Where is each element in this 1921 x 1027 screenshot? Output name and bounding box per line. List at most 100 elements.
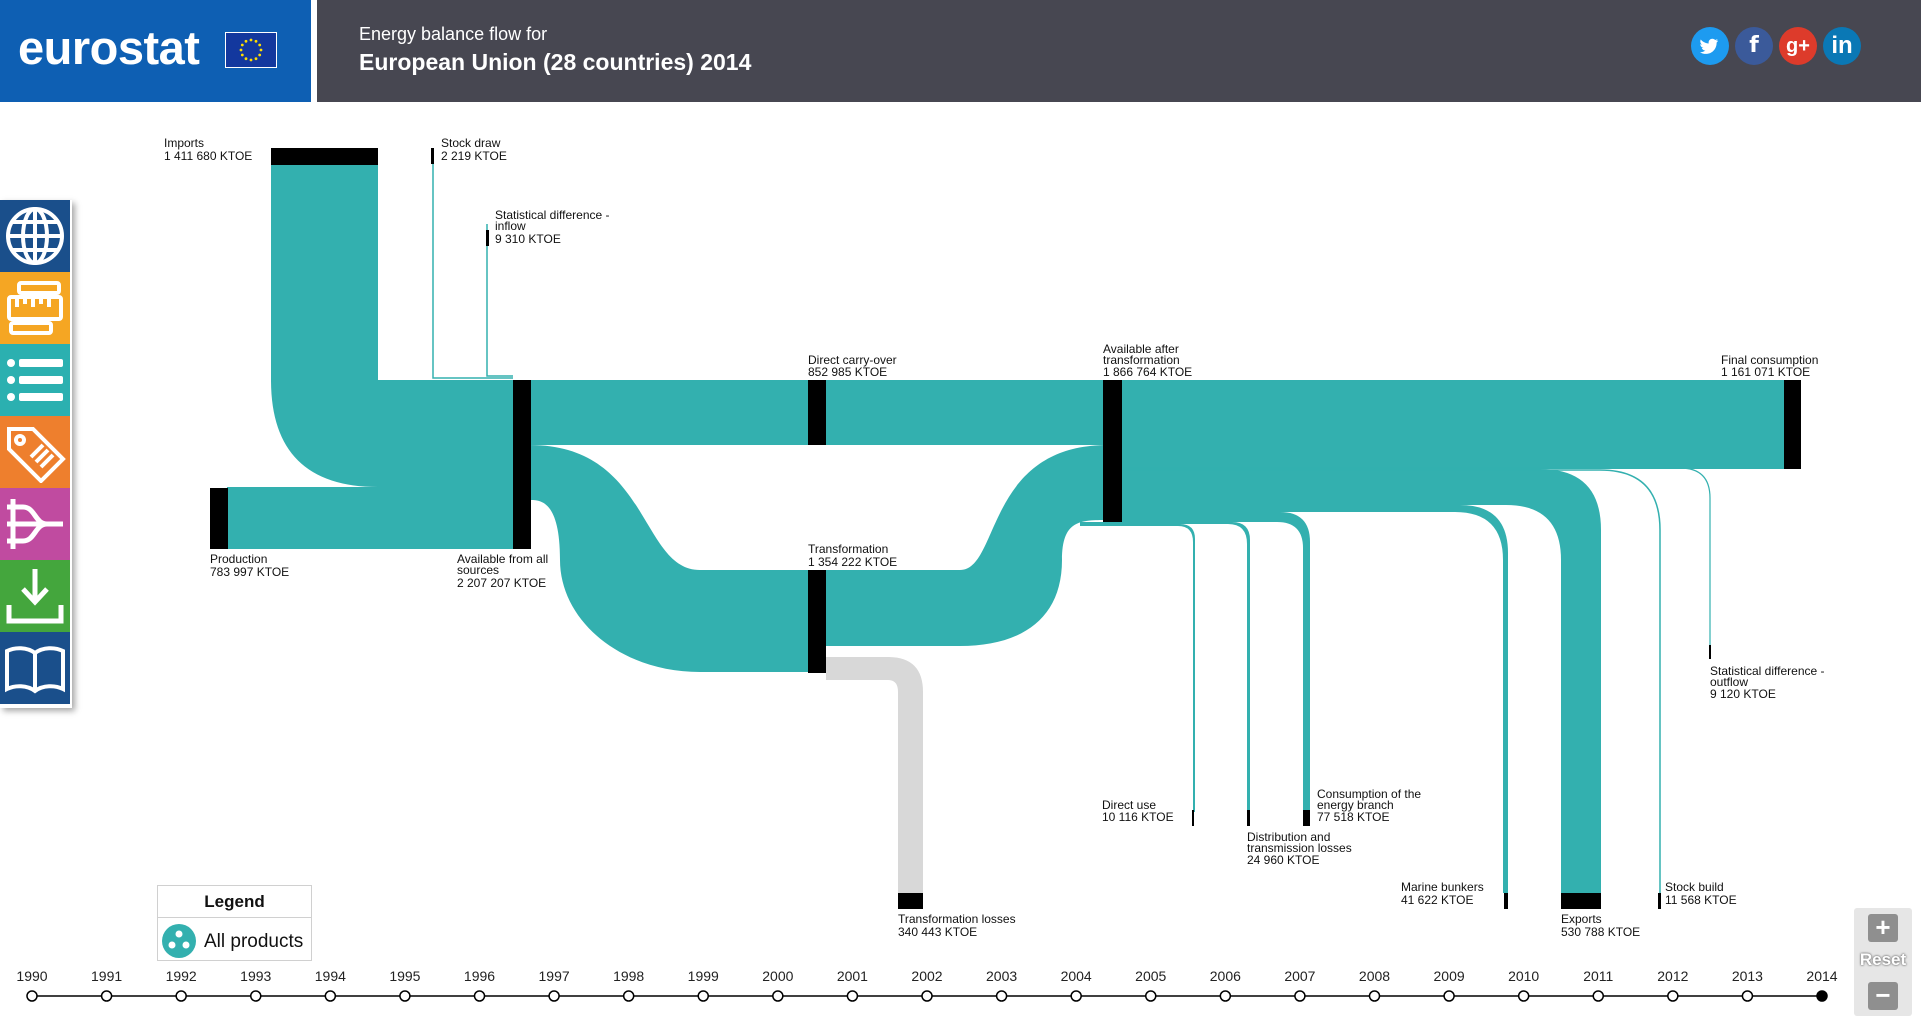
year-marker[interactable]	[473, 990, 486, 1002]
list-icon	[7, 359, 63, 401]
year-label[interactable]: 1996	[464, 968, 495, 984]
year-label[interactable]: 2003	[986, 968, 1017, 984]
labels-button[interactable]	[0, 416, 70, 488]
year-marker[interactable]	[399, 990, 411, 1002]
year-marker[interactable]	[1294, 990, 1306, 1002]
flow-to-transformation[interactable]	[530, 445, 810, 672]
year-marker[interactable]	[1667, 990, 1679, 1002]
year-marker[interactable]	[772, 990, 784, 1002]
year-label[interactable]: 1995	[389, 968, 420, 984]
node-direct-carry-over[interactable]	[808, 380, 826, 445]
year-marker[interactable]	[1443, 990, 1455, 1002]
flow-energy-branch[interactable]	[1122, 512, 1310, 812]
year-label[interactable]: 2006	[1210, 968, 1241, 984]
zoom-out-button[interactable]: −	[1868, 982, 1898, 1010]
flow-stat-diff-inflow[interactable]	[486, 224, 513, 377]
year-label[interactable]: 2000	[762, 968, 793, 984]
year-label[interactable]: 1991	[91, 968, 122, 984]
flow-from-transformation[interactable]	[826, 445, 1108, 646]
year-label[interactable]: 1997	[539, 968, 570, 984]
year-label[interactable]: 2009	[1434, 968, 1465, 984]
year-label[interactable]: 2008	[1359, 968, 1390, 984]
node-marine-bunkers[interactable]	[1504, 893, 1508, 909]
select-unit-button[interactable]	[0, 272, 70, 344]
year-marker[interactable]	[26, 990, 38, 1002]
year-marker[interactable]	[921, 990, 933, 1002]
flow-stock-build[interactable]	[1122, 469, 1661, 893]
flow-stock-draw[interactable]	[432, 150, 513, 379]
node-final-consumption[interactable]	[1784, 380, 1801, 469]
year-marker[interactable]	[324, 990, 337, 1002]
year-label[interactable]: 2002	[911, 968, 942, 984]
year-marker[interactable]	[1070, 990, 1082, 1002]
year-marker[interactable]	[1219, 990, 1232, 1002]
year-label[interactable]: 1998	[613, 968, 644, 984]
eurostat-logo[interactable]: eurostat	[0, 0, 311, 102]
flow-production[interactable]	[227, 487, 513, 549]
node-stat-diff-inflow[interactable]	[486, 230, 489, 246]
flow-stat-diff-outflow[interactable]	[1122, 467, 1711, 655]
zoom-in-button[interactable]: +	[1868, 914, 1898, 942]
year-marker[interactable]	[995, 990, 1008, 1002]
label-transformation-name: Transformation	[808, 542, 888, 556]
year-label[interactable]: 1990	[16, 968, 47, 984]
node-energy-branch[interactable]	[1303, 810, 1310, 826]
node-production[interactable]	[210, 488, 228, 549]
year-label[interactable]: 2013	[1732, 968, 1763, 984]
year-label[interactable]: 2014	[1806, 968, 1837, 984]
year-label[interactable]: 2001	[837, 968, 868, 984]
year-marker[interactable]	[846, 990, 859, 1002]
facebook-share-button[interactable]: f	[1735, 27, 1773, 65]
year-label[interactable]: 2011	[1583, 968, 1613, 984]
node-transformation[interactable]	[808, 570, 826, 673]
googleplus-share-button[interactable]: g+	[1779, 27, 1817, 65]
help-button[interactable]	[0, 632, 70, 704]
legend-item-all-products[interactable]: All products	[204, 931, 304, 952]
node-available-after-transformation[interactable]	[1103, 380, 1122, 522]
node-transformation-losses[interactable]	[898, 893, 923, 909]
year-label[interactable]: 1999	[688, 968, 719, 984]
zoom-reset-button[interactable]: Reset	[1859, 950, 1907, 969]
year-marker[interactable]	[548, 990, 560, 1002]
download-button[interactable]	[0, 560, 70, 632]
select-country-button[interactable]	[0, 200, 70, 272]
year-marker[interactable]	[1368, 990, 1381, 1002]
year-label[interactable]: 1994	[315, 968, 346, 984]
node-stat-diff-outflow[interactable]	[1709, 645, 1711, 659]
year-marker[interactable]	[1592, 990, 1604, 1002]
year-label[interactable]: 2007	[1284, 968, 1315, 984]
node-imports[interactable]	[271, 148, 378, 165]
year-marker[interactable]	[1517, 990, 1530, 1002]
year-label[interactable]: 2010	[1508, 968, 1539, 984]
year-marker[interactable]	[100, 990, 113, 1002]
year-label[interactable]: 2004	[1061, 968, 1092, 984]
year-marker[interactable]	[622, 990, 635, 1002]
year-marker-selected[interactable]	[1816, 990, 1828, 1002]
year-label[interactable]: 1993	[240, 968, 271, 984]
flow-exports[interactable]	[1122, 469, 1601, 893]
year-marker[interactable]	[250, 990, 262, 1002]
flow-direct-use[interactable]	[1080, 524, 1195, 812]
year-label[interactable]: 2005	[1135, 968, 1166, 984]
node-stock-draw[interactable]	[431, 148, 434, 164]
year-marker[interactable]	[1145, 990, 1157, 1002]
flow-view-button[interactable]	[0, 488, 70, 560]
node-exports[interactable]	[1561, 893, 1601, 909]
linkedin-share-button[interactable]: in	[1823, 27, 1861, 65]
flow-imports[interactable]	[271, 155, 513, 487]
flow-final-consumption[interactable]	[1122, 380, 1785, 469]
year-marker[interactable]	[697, 990, 709, 1002]
flow-transformation-losses[interactable]	[826, 657, 923, 893]
select-product-button[interactable]	[0, 344, 70, 416]
node-direct-use[interactable]	[1192, 810, 1194, 826]
node-stock-build[interactable]	[1658, 893, 1661, 909]
flow-distribution-losses[interactable]	[1080, 522, 1250, 812]
year-label[interactable]: 1992	[166, 968, 197, 984]
all-products-icon[interactable]	[162, 924, 196, 958]
node-available-all-sources[interactable]	[513, 380, 531, 549]
twitter-share-button[interactable]	[1691, 27, 1729, 65]
year-marker[interactable]	[175, 990, 187, 1002]
year-marker[interactable]	[1741, 990, 1754, 1002]
year-label[interactable]: 2012	[1657, 968, 1688, 984]
node-distribution-losses[interactable]	[1247, 810, 1250, 826]
